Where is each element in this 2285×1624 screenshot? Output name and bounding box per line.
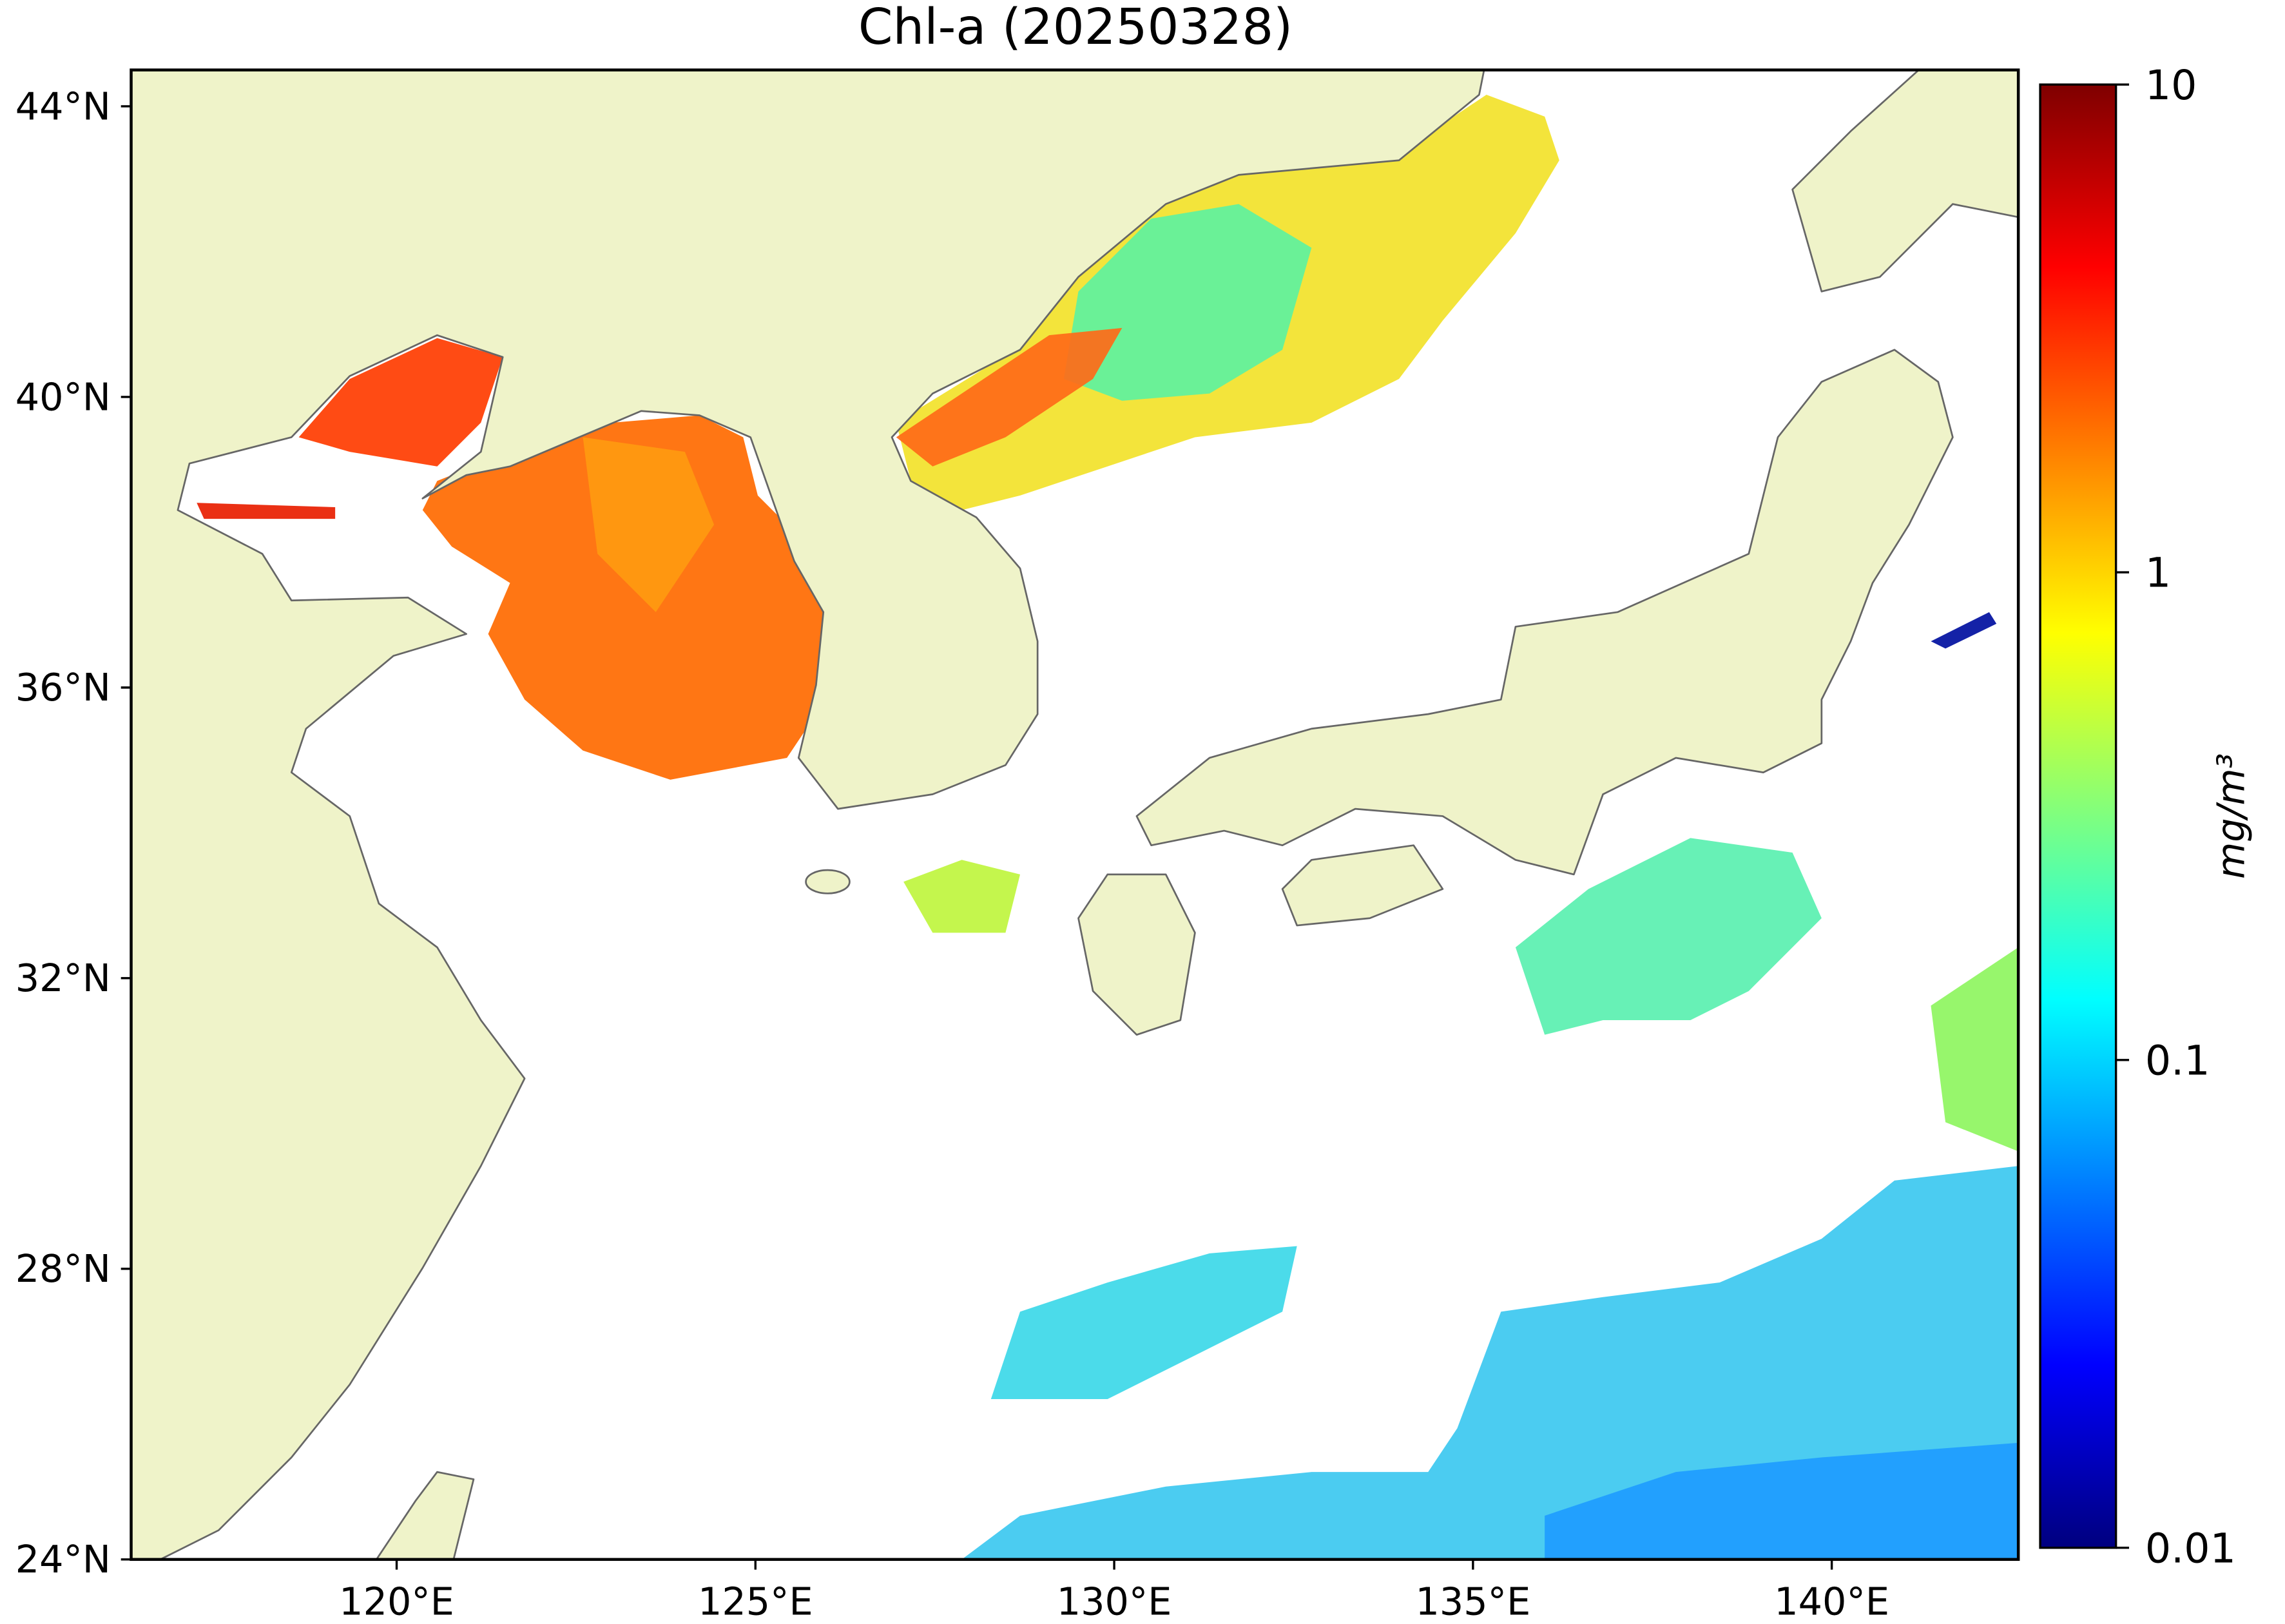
chl-patch	[298, 338, 503, 467]
colorbar-tick-label: 1	[2145, 549, 2171, 597]
y-tick-label: 44°N	[15, 84, 111, 128]
y-tick-label: 40°N	[15, 374, 111, 419]
colorbar-tick-label: 0.01	[2145, 1524, 2236, 1572]
chl-patch	[197, 503, 336, 519]
y-tick-label: 36°N	[15, 665, 111, 710]
chl-patch	[1063, 204, 1312, 401]
colorbar-label: mg/m³	[2209, 753, 2253, 879]
x-tick-label: 120°E	[339, 1580, 454, 1624]
chl-patch	[1545, 1442, 2019, 1560]
map-area	[131, 70, 2019, 1560]
y-tick-label: 24°N	[15, 1537, 111, 1581]
chl-patch	[990, 1246, 1297, 1400]
chl-patch	[1931, 947, 2019, 1152]
y-tick-label: 28°N	[15, 1246, 111, 1291]
chl-patch	[583, 437, 715, 612]
x-tick-label: 135°E	[1415, 1580, 1530, 1624]
land	[1135, 349, 1954, 876]
chl-patch	[1931, 612, 1997, 649]
land	[1791, 70, 2019, 293]
y-tick-label: 32°N	[15, 956, 111, 1000]
land	[131, 70, 1485, 1560]
colorbar	[2039, 83, 2117, 1549]
colorbar-tick-label: 0.1	[2145, 1036, 2210, 1084]
chl-patch	[422, 415, 838, 780]
x-tick-label: 125°E	[698, 1580, 813, 1624]
chl-patch	[896, 327, 1123, 467]
land	[1281, 844, 1444, 927]
x-tick-label: 140°E	[1774, 1580, 1889, 1624]
chl-patch	[903, 860, 1021, 933]
map-frame	[130, 68, 2020, 1561]
chart-title: Chl-a (20250328)	[858, 0, 1293, 56]
land	[1077, 873, 1196, 1036]
chl-patch	[961, 1166, 2019, 1560]
x-tick-label: 130°E	[1057, 1580, 1172, 1624]
land	[375, 1471, 475, 1560]
colorbar-tick-label: 10	[2145, 61, 2197, 109]
chl-patch	[1515, 838, 1822, 1035]
land	[805, 869, 851, 894]
